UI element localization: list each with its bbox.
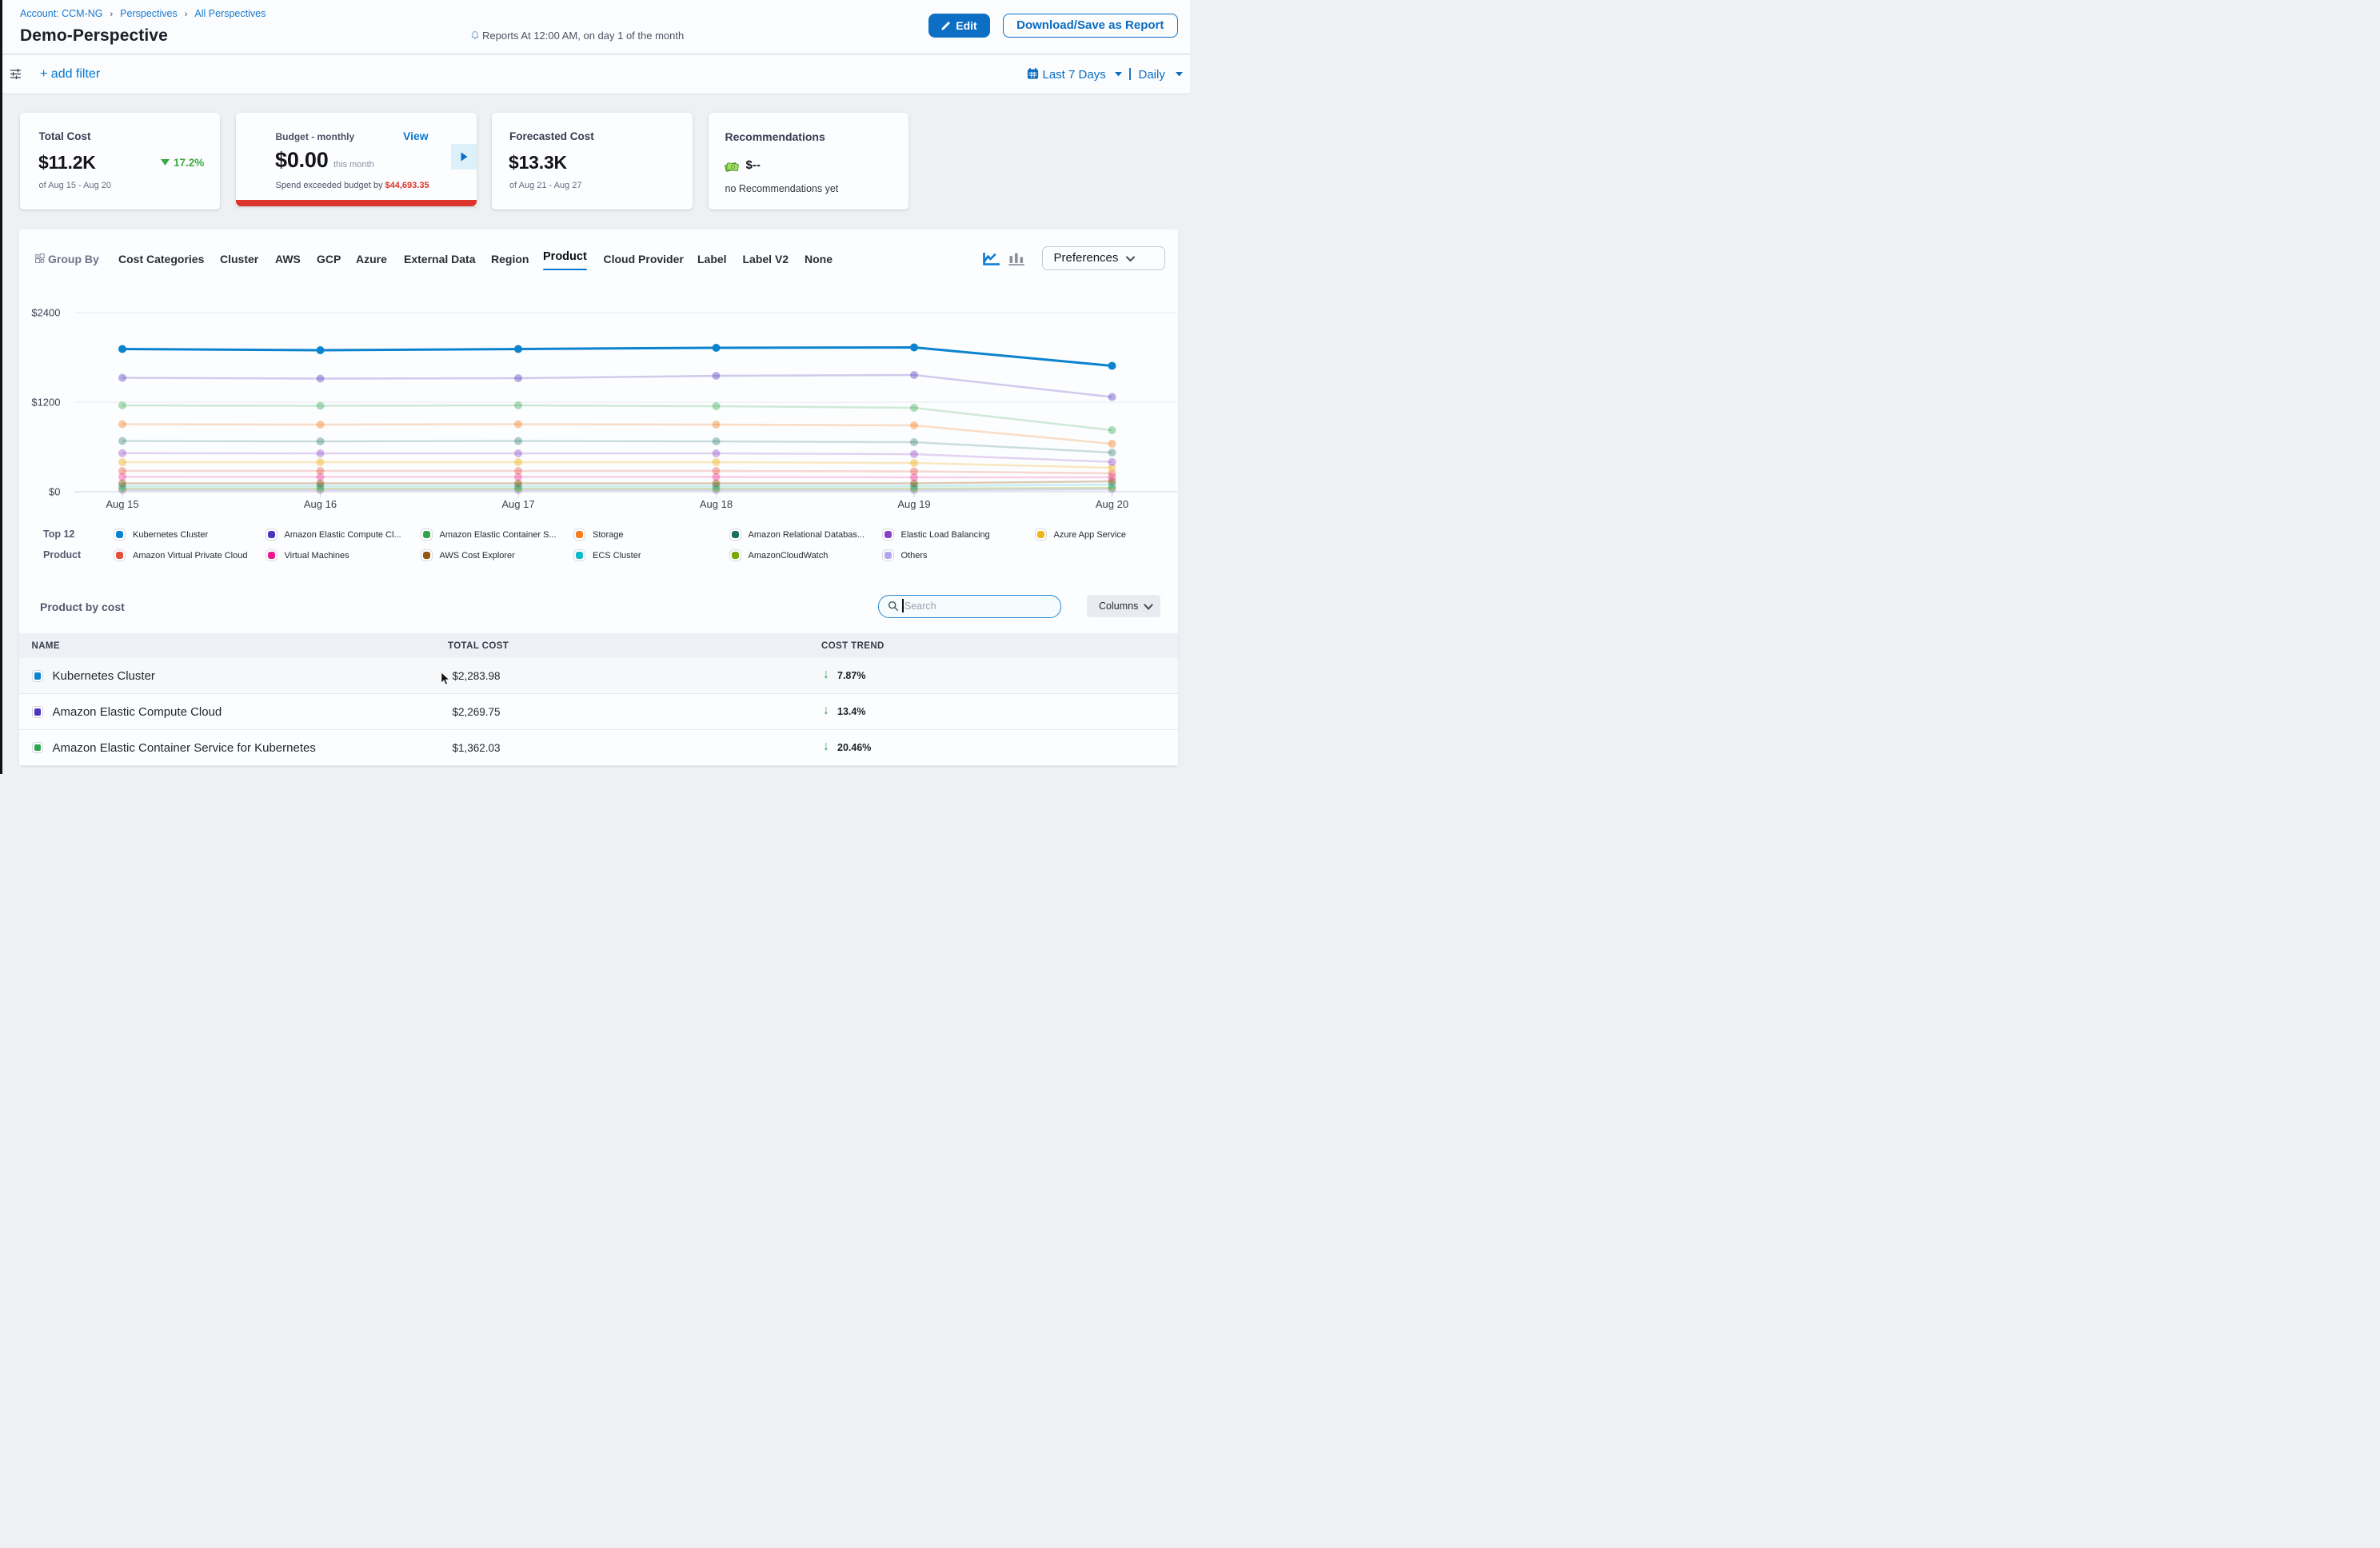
svg-text:$1200: $1200 [31, 397, 60, 409]
svg-text:Aug 15: Aug 15 [106, 498, 138, 510]
svg-text:$2400: $2400 [31, 307, 60, 319]
svg-text:Aug 20: Aug 20 [1096, 498, 1128, 510]
svg-text:Aug 17: Aug 17 [501, 498, 534, 510]
svg-text:$0: $0 [49, 486, 60, 498]
svg-text:Aug 19: Aug 19 [897, 498, 930, 510]
svg-text:Aug 16: Aug 16 [304, 498, 337, 510]
svg-text:Aug 18: Aug 18 [700, 498, 733, 510]
